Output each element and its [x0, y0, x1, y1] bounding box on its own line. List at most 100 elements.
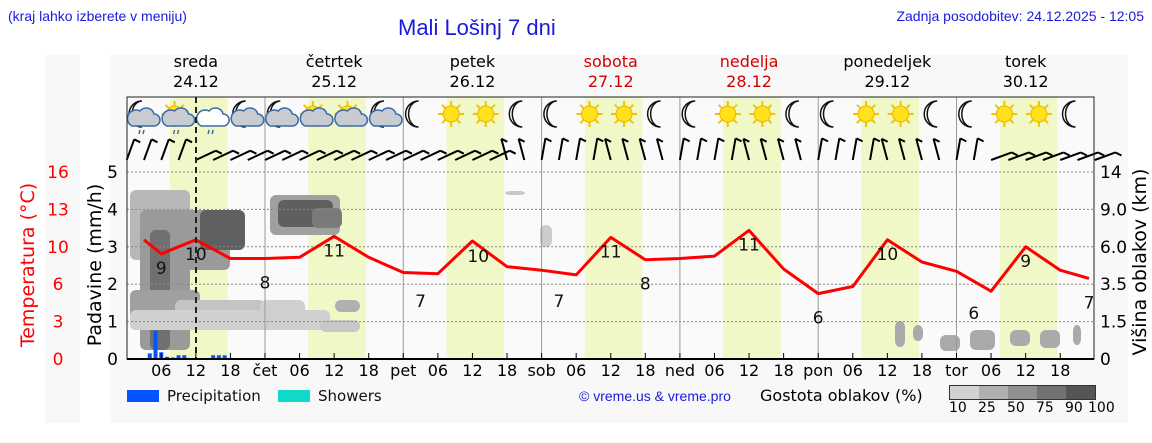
sun-icon [853, 101, 880, 127]
day-date: 29.12 [864, 72, 911, 91]
density-tick: 10 [949, 400, 967, 416]
svg-text:6.0: 6.0 [1100, 238, 1127, 258]
day-name: ponedeljek [843, 52, 932, 71]
legend-precipitation-label: Precipitation [167, 387, 261, 405]
svg-text:9: 9 [156, 259, 167, 279]
legend-showers-label: Showers [318, 387, 382, 405]
density-swatch [979, 386, 1008, 399]
svg-text:18: 18 [773, 361, 793, 380]
density-swatch [950, 386, 979, 399]
svg-text:12: 12 [1015, 361, 1035, 380]
cloud-density-layer [130, 190, 1081, 351]
svg-text:2: 2 [107, 275, 118, 295]
density-tick: 90 [1065, 400, 1083, 416]
svg-text:7: 7 [1084, 293, 1095, 313]
day-date: 28.12 [726, 72, 772, 91]
sun-icon [611, 101, 638, 127]
sun-cloud-icon [334, 101, 369, 127]
svg-text:14: 14 [1100, 163, 1122, 183]
svg-text:11: 11 [323, 241, 345, 261]
sun-cloud-icon [299, 101, 334, 127]
svg-text:11: 11 [738, 235, 760, 255]
precipitation-swatch [127, 390, 159, 402]
svg-text:06: 06 [428, 361, 448, 380]
svg-text:3: 3 [107, 238, 118, 258]
svg-text:čet: čet [253, 361, 278, 380]
moon-icon [958, 100, 972, 128]
temperature-line [143, 228, 1090, 296]
day-name: sobota [583, 52, 638, 71]
day-header-3: sobota 27.12 [542, 52, 680, 92]
svg-text:06: 06 [981, 361, 1001, 380]
svg-text:18: 18 [220, 361, 240, 380]
moon-icon [404, 100, 419, 128]
svg-text:12: 12 [877, 361, 897, 380]
day-date: 27.12 [587, 72, 634, 91]
svg-text:9.0: 9.0 [1100, 200, 1127, 220]
copyright-link[interactable]: © vreme.us & vreme.pro [579, 388, 731, 404]
svg-text:1: 1 [107, 313, 118, 333]
moon-cloud-icon [265, 100, 300, 128]
day-name: torek [1004, 52, 1047, 71]
day-header-4: nedelja 28.12 [680, 52, 818, 92]
svg-text:06: 06 [151, 361, 171, 380]
svg-text:3: 3 [53, 313, 64, 333]
day-header-0: sreda 24.12 [127, 52, 265, 92]
density-swatch [1008, 386, 1037, 399]
cloud-rain-icon [195, 107, 230, 135]
last-update: Zadnja posodobitev: 24.12.2025 - 12:05 [896, 8, 1144, 24]
svg-text:18: 18 [497, 361, 517, 380]
location-menu-hint: (kraj lahko izberete v meniju) [8, 8, 187, 24]
day-name: četrtek [305, 52, 363, 71]
svg-text:11: 11 [600, 242, 622, 262]
sun-icon [576, 101, 603, 127]
svg-text:18: 18 [359, 361, 379, 380]
sun-icon [991, 101, 1018, 127]
sun-icon [1025, 101, 1052, 127]
day-header-1: četrtek 25.12 [265, 52, 403, 92]
svg-text:13: 13 [47, 200, 69, 220]
cloud-density-scale [949, 385, 1096, 400]
svg-text:6: 6 [813, 309, 824, 329]
svg-text:3.5: 3.5 [1100, 275, 1127, 295]
svg-text:8: 8 [260, 273, 271, 293]
weather-icons-row [126, 100, 1076, 135]
svg-text:06: 06 [289, 361, 309, 380]
temperature-labels: 9 10 8 11 7 10 7 11 8 11 6 10 6 9 7 [156, 235, 1095, 328]
day-header-2: petek 26.12 [403, 52, 541, 92]
svg-text:6: 6 [53, 275, 64, 295]
svg-text:0: 0 [53, 350, 64, 370]
sun-icon [714, 101, 741, 127]
sun-icon [472, 101, 499, 127]
svg-text:06: 06 [704, 361, 724, 380]
svg-text:06: 06 [566, 361, 586, 380]
density-tick: 75 [1036, 400, 1054, 416]
day-name: nedelja [719, 52, 779, 71]
moon-icon [1061, 100, 1076, 128]
svg-text:sob: sob [527, 361, 555, 380]
svg-text:10: 10 [47, 238, 69, 258]
showers-swatch [278, 390, 310, 402]
density-tick: 50 [1007, 400, 1025, 416]
svg-text:pon: pon [803, 361, 833, 380]
svg-text:8: 8 [640, 275, 651, 295]
sun-cloud-rain-icon [161, 101, 196, 135]
svg-text:16: 16 [47, 163, 69, 183]
moon-cloud-icon [368, 100, 403, 128]
day-date: 30.12 [1002, 72, 1049, 91]
svg-text:pet: pet [390, 361, 416, 380]
svg-text:18: 18 [1050, 361, 1070, 380]
svg-text:18: 18 [635, 361, 655, 380]
svg-text:0: 0 [1100, 350, 1111, 370]
day-name: petek [449, 52, 496, 71]
day-date: 26.12 [449, 72, 496, 91]
svg-text:tor: tor [945, 361, 968, 380]
cloud-height-axis-label: Višina oblakov (km) [1129, 168, 1151, 356]
density-swatch [1066, 386, 1095, 399]
svg-text:0: 0 [107, 350, 118, 370]
moon-icon [819, 100, 834, 128]
density-tick: 25 [978, 400, 996, 416]
page-title: Mali Lošinj 7 dni [398, 15, 556, 40]
